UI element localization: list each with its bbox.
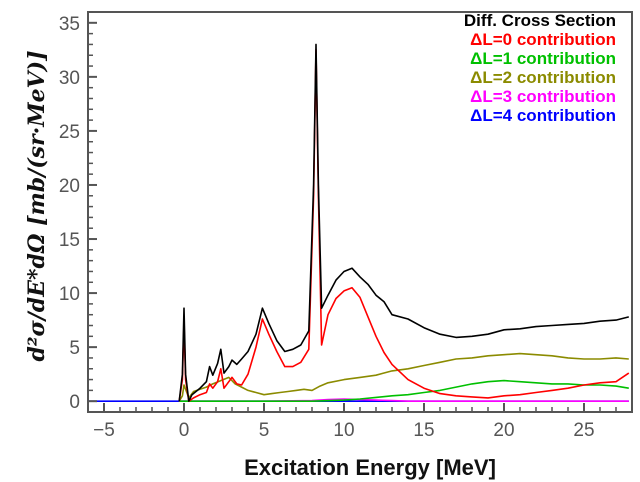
x-axis-ticks: −5 0 5 10 15 20 25: [87, 403, 633, 441]
x-tick-label: −5: [93, 420, 115, 441]
y-axis-label: d²σ/dE*dΩ [mb/(sr·MeV)]: [24, 51, 50, 362]
x-tick-label: 20: [493, 420, 514, 441]
legend-entry: Diff. Cross Section: [464, 11, 616, 30]
x-tick-label: 15: [413, 420, 434, 441]
legend-entry: ΔL=1 contribution: [470, 49, 616, 68]
y-tick-label: 15: [59, 230, 80, 251]
x-tick-label: 10: [333, 420, 354, 441]
legend-entry: ΔL=2 contribution: [470, 68, 616, 87]
series-line-0: [178, 43, 629, 402]
legend-entry: ΔL=4 contribution: [470, 106, 616, 125]
y-tick-label: 25: [59, 122, 80, 143]
y-tick-label: 10: [59, 284, 80, 305]
x-tick-label: 25: [573, 420, 594, 441]
y-tick-label: 20: [59, 176, 80, 197]
y-tick-label: 35: [59, 14, 80, 35]
series-line-3: [178, 352, 629, 402]
x-axis-label: Excitation Energy [MeV]: [244, 455, 496, 480]
y-tick-label: 0: [69, 392, 80, 413]
y-tick-label: 5: [69, 338, 80, 359]
y-tick-label: 30: [59, 68, 80, 89]
plot-area: −5 0 5 10 15 20 25 0 5 10 15 20 25 30 35: [59, 11, 633, 441]
y-axis-ticks: 0 5 10 15 20 25 30 35: [59, 11, 97, 413]
x-tick-label: 5: [259, 420, 270, 441]
legend-entry: ΔL=0 contribution: [470, 30, 616, 49]
x-tick-label: 0: [179, 420, 190, 441]
series-lines: [88, 43, 630, 402]
series-line-2: [179, 379, 629, 402]
legend-entry: ΔL=3 contribution: [470, 87, 616, 106]
